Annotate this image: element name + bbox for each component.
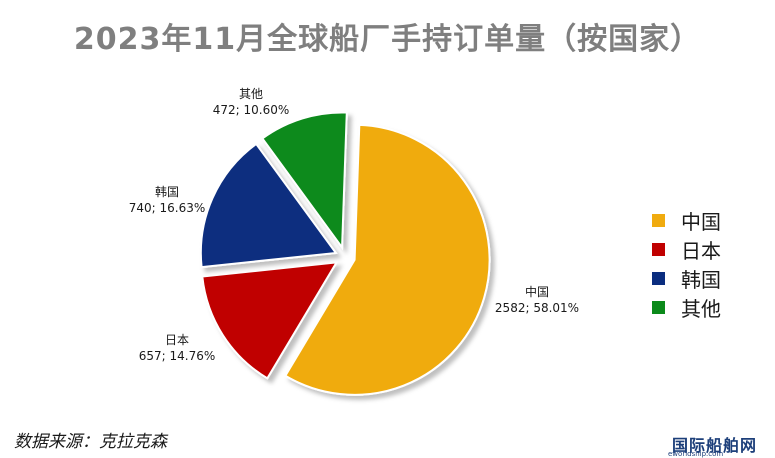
legend-label: 韩国 xyxy=(681,268,721,292)
slice-label-value-1: 657; 14.76% xyxy=(139,349,216,363)
legend-swatch xyxy=(652,243,665,256)
watermark-logo: 国际船舶网 xyxy=(672,436,758,455)
slice-label-name-1: 日本 xyxy=(165,333,189,347)
legend-item-2: 韩国 xyxy=(652,264,721,293)
legend-item-0: 中国 xyxy=(652,206,721,235)
legend-swatch xyxy=(652,272,665,285)
pie-slice-3 xyxy=(260,111,348,251)
chart-title: 2023年11月全球船厂手持订单量（按国家） xyxy=(73,22,702,57)
watermark-url: eworldship.com xyxy=(668,450,724,458)
pie-slice-1 xyxy=(201,261,339,380)
slice-label-value-2: 740; 16.63% xyxy=(129,201,206,215)
slice-label-name-2: 韩国 xyxy=(155,184,179,199)
legend-swatch xyxy=(652,301,665,314)
legend-label: 其他 xyxy=(681,297,721,321)
pie-slice-0 xyxy=(284,123,491,396)
slice-label-value-0: 2582; 58.01% xyxy=(495,301,579,315)
slice-label-value-3: 472; 10.60% xyxy=(213,103,290,117)
legend-item-3: 其他 xyxy=(652,293,721,322)
legend: 中国 日本 韩国 其他 xyxy=(652,206,721,322)
legend-swatch xyxy=(652,214,665,227)
source-note: 数据来源：克拉克森 xyxy=(14,432,167,452)
slice-label-name-0: 中国 xyxy=(525,284,549,299)
slice-label-name-3: 其他 xyxy=(239,87,263,101)
legend-item-1: 日本 xyxy=(652,235,721,264)
legend-label: 日本 xyxy=(681,239,721,263)
legend-label: 中国 xyxy=(681,210,721,234)
pie-slice-2 xyxy=(199,142,338,269)
